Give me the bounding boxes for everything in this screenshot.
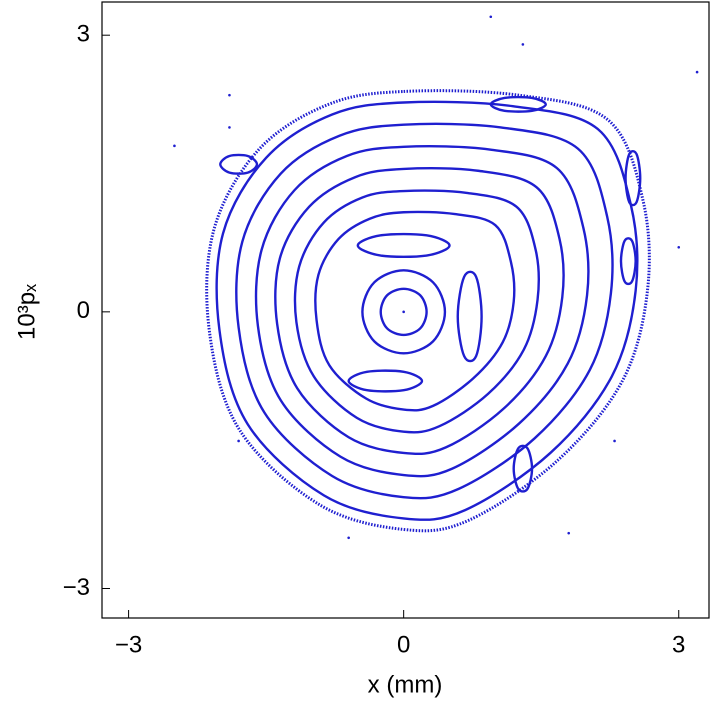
x-axis-label: x (mm) <box>368 671 443 698</box>
point <box>489 15 493 19</box>
orbit <box>624 149 642 207</box>
orbit <box>254 145 590 478</box>
x-tick-label: 3 <box>672 631 685 658</box>
point <box>402 310 405 314</box>
orbit <box>356 232 451 259</box>
y-axis-label: 10³pₓ <box>13 284 40 340</box>
point <box>173 144 176 148</box>
orbit <box>361 269 447 355</box>
plot-frame <box>101 1 710 619</box>
orbit <box>456 270 483 363</box>
point <box>567 531 571 535</box>
orbit <box>489 95 547 113</box>
point <box>677 245 681 249</box>
point <box>613 439 616 443</box>
point <box>237 439 240 443</box>
y-tick-label: 3 <box>77 21 90 48</box>
point <box>347 536 350 540</box>
x-tick-label: −3 <box>115 631 142 658</box>
orbit <box>205 89 651 533</box>
x-tick-label: 0 <box>397 631 410 658</box>
point <box>228 93 231 97</box>
orbit <box>219 153 259 175</box>
orbit <box>235 122 614 500</box>
point <box>521 43 525 46</box>
orbit <box>274 167 565 456</box>
orbit <box>619 237 637 286</box>
y-tick-label: −3 <box>63 574 90 601</box>
point <box>695 70 699 74</box>
orbit <box>215 100 639 521</box>
y-tick-label: 0 <box>77 297 90 324</box>
orbit <box>314 210 516 412</box>
orbit <box>512 444 534 493</box>
point <box>228 126 231 129</box>
orbit <box>293 189 540 434</box>
orbit <box>347 369 424 393</box>
orbit <box>379 287 428 337</box>
